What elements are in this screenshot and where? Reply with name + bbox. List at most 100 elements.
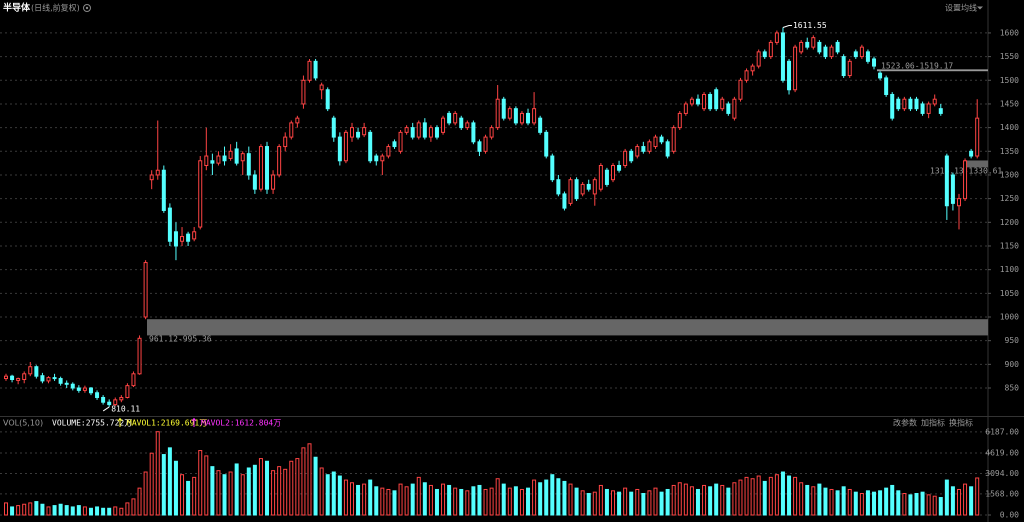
candle-body xyxy=(647,141,652,152)
volume-bar xyxy=(392,490,397,516)
candle-body xyxy=(617,164,622,171)
volume-bar xyxy=(793,476,798,516)
volume-bar xyxy=(683,483,688,516)
volume-bar xyxy=(58,503,63,516)
volume-bar xyxy=(428,484,433,516)
candle-body xyxy=(829,46,834,58)
volume-bar xyxy=(732,482,737,516)
volume-bar xyxy=(453,487,458,516)
volume-bar xyxy=(865,490,870,516)
volume-bar xyxy=(95,506,100,516)
volume-bar xyxy=(289,460,294,516)
volume-bar xyxy=(204,455,209,516)
candle-body xyxy=(16,378,21,381)
volume-bar xyxy=(374,486,379,516)
volume-bar xyxy=(277,466,282,516)
volume-bar xyxy=(890,484,895,516)
volume-bar xyxy=(416,476,421,516)
volume-bar xyxy=(216,470,221,516)
candle-body xyxy=(702,93,707,110)
candle-body xyxy=(872,58,877,67)
candle-body xyxy=(859,46,864,58)
candle-body xyxy=(161,169,166,211)
volume-bar xyxy=(34,501,39,516)
candle-body xyxy=(574,179,579,200)
y-tick-label: 1100 xyxy=(1000,265,1019,274)
volume-bar xyxy=(343,479,348,516)
volume-bar xyxy=(720,484,725,516)
candle-body xyxy=(392,141,397,148)
button[interactable]: 换指标 xyxy=(949,418,973,428)
button[interactable]: 改参数 xyxy=(893,418,917,428)
settings-icon[interactable] xyxy=(83,4,91,12)
candle-body xyxy=(131,373,136,387)
candle-body xyxy=(277,146,282,176)
volume-bar xyxy=(550,474,555,516)
candle-body xyxy=(671,127,676,152)
candle-body xyxy=(823,46,828,58)
candle-body xyxy=(398,131,403,152)
candle-body xyxy=(422,122,427,138)
candle-body xyxy=(720,98,725,110)
y-tick-label: 1550 xyxy=(1000,52,1019,61)
y-tick-label: 1500 xyxy=(1000,76,1019,85)
candle-body xyxy=(180,236,185,242)
volume-bar xyxy=(878,490,883,516)
volume-bar xyxy=(665,488,670,516)
volume-bar xyxy=(240,474,245,516)
volume-bar xyxy=(125,502,130,516)
candle-body xyxy=(173,231,178,247)
candle-body xyxy=(635,146,640,157)
candle-body xyxy=(64,382,69,385)
max-label: 1611.55 xyxy=(793,21,827,30)
volume-indicators: VOLUME:2755.722万MAVOL1:2169.691万MAVOL2:1… xyxy=(52,417,281,428)
volume-bar xyxy=(896,490,901,516)
volume-bar xyxy=(368,479,373,516)
chart-subtitle: (日线,前复权) xyxy=(31,3,80,13)
min-label: 810.11 xyxy=(111,404,140,413)
candle-body xyxy=(307,60,312,81)
volume-bar xyxy=(349,482,354,516)
volume-bar xyxy=(708,486,713,516)
volume-bar xyxy=(4,502,8,516)
volume-bar xyxy=(198,450,203,516)
candle-body xyxy=(222,155,227,162)
candle-body xyxy=(88,387,93,394)
candle-body xyxy=(841,56,846,77)
candle-body xyxy=(695,98,700,105)
candle-body xyxy=(319,84,324,91)
button[interactable]: 加指标 xyxy=(921,418,945,428)
y-tick-label: 1250 xyxy=(1000,194,1019,203)
volume-bar xyxy=(228,471,233,516)
ma-settings-menu[interactable]: 设置均线 xyxy=(945,3,977,13)
candle-body xyxy=(641,146,646,152)
volume-bar xyxy=(799,482,804,516)
volume-bar xyxy=(119,507,124,516)
candle-body xyxy=(598,164,603,190)
y-tick-label: 950 xyxy=(1005,336,1020,345)
candle-body xyxy=(186,233,191,242)
volume-bar xyxy=(944,479,949,516)
candle-body xyxy=(519,112,524,124)
volume-bar xyxy=(489,487,494,516)
volume-bar xyxy=(167,447,172,516)
candle-body xyxy=(805,41,810,48)
candle-body xyxy=(732,98,737,119)
volume-bar xyxy=(113,506,118,516)
candle-body xyxy=(562,193,567,209)
volume-bar xyxy=(556,478,561,516)
volume-bar xyxy=(532,479,537,516)
volume-bar xyxy=(963,483,968,516)
candle-body xyxy=(210,160,215,164)
volume-bar xyxy=(356,484,361,516)
candle-body xyxy=(434,127,439,138)
candle-body xyxy=(167,207,172,242)
candle-body xyxy=(58,378,63,384)
candle-body xyxy=(708,93,713,110)
volume-bar xyxy=(629,491,634,516)
candle-body xyxy=(683,103,688,114)
indicator-label: VOLUME:2755.722万 xyxy=(52,419,132,428)
volume-bar xyxy=(641,493,646,516)
candle-body xyxy=(950,174,955,204)
